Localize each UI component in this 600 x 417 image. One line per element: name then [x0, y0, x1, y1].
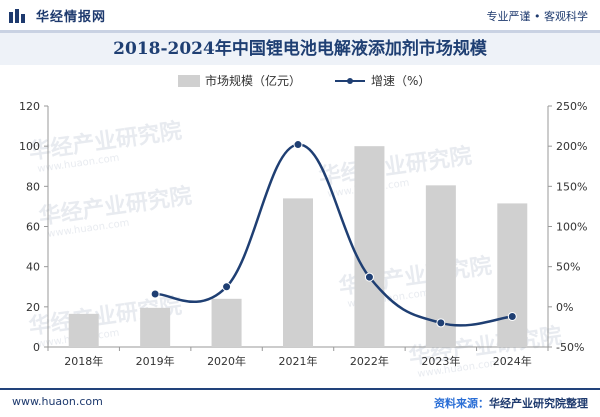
y-right-tick-label: 100%: [556, 221, 587, 234]
x-axis-labels: 2018年 2019年 2020年 2021年 2022年 2023年 2024年: [47, 347, 549, 368]
growth-point: [150, 289, 160, 299]
chart: 华经产业研究院www.huaon.com华经产业研究院www.huaon.com…: [19, 73, 587, 380]
x-tick-label: 2019年: [136, 354, 175, 368]
axes: 0 20 40 60 80 100 120 -50% 0% 50% 100% 150% 200% 250%: [19, 100, 587, 354]
y-left-tick-label: 40: [26, 261, 40, 274]
chart-title: 2018-2024年中国锂电池电解液添加剂市场规模: [0, 33, 600, 65]
legend-line-marker: [347, 78, 353, 84]
y-right-tick-label: 50%: [556, 261, 580, 274]
bar: [211, 298, 242, 347]
y-right-tick-label: 150%: [556, 180, 587, 193]
y-left-tick-label: 60: [26, 221, 40, 234]
y-left-tick-label: 20: [26, 301, 40, 314]
bar: [497, 203, 528, 347]
footer-url: www.huaon.com: [12, 395, 103, 408]
bar: [354, 146, 385, 347]
x-tick-label: 2023年: [421, 354, 460, 368]
source-text: 华经产业研究院整理: [489, 397, 588, 410]
x-tick-label: 2018年: [64, 354, 103, 368]
y-left-tick-label: 80: [26, 180, 40, 193]
footer: www.huaon.com 资料来源：华经产业研究院整理: [0, 388, 600, 417]
brand: 华经情报网: [8, 6, 106, 25]
y-right-tick-label: 200%: [556, 140, 587, 153]
growth-point: [507, 311, 517, 321]
bar: [283, 198, 313, 347]
legend: 市场规模（亿元） 增速（%）: [178, 73, 430, 88]
brand-name: 华经情报网: [36, 10, 107, 25]
y-right-tick-label: 0%: [556, 301, 573, 314]
y-right-tick-label: 250%: [556, 100, 587, 113]
y-left-tick-label: 120: [19, 100, 40, 113]
growth-point: [222, 282, 232, 292]
bar: [68, 313, 99, 347]
y-left-tick-label: 100: [19, 140, 40, 153]
legend-bar-label: 市场规模（亿元）: [205, 73, 301, 88]
growth-point: [293, 140, 303, 150]
header: 华经情报网 专业严谨 • 客观科学: [0, 0, 600, 30]
legend-bar-swatch: [178, 75, 200, 87]
y-right-tick-label: -50%: [556, 341, 584, 354]
x-tick-label: 2021年: [279, 354, 318, 368]
growth-point: [364, 272, 374, 282]
legend-line-label: 增速（%）: [371, 74, 430, 88]
slogan: 专业严谨 • 客观科学: [486, 10, 588, 23]
footer-source: 资料来源：华经产业研究院整理: [434, 395, 588, 411]
y-left-tick-label: 0: [33, 341, 40, 354]
logo-icon: [9, 8, 25, 23]
growth-line: [150, 140, 517, 328]
source-label: 资料来源：: [434, 397, 489, 410]
title-bar: 2018-2024年中国锂电池电解液添加剂市场规模: [0, 30, 600, 67]
x-tick-label: 2022年: [350, 354, 389, 368]
x-tick-label: 2024年: [493, 354, 532, 368]
x-tick-label: 2020年: [207, 354, 246, 368]
growth-point: [436, 318, 446, 328]
bar: [140, 307, 171, 347]
